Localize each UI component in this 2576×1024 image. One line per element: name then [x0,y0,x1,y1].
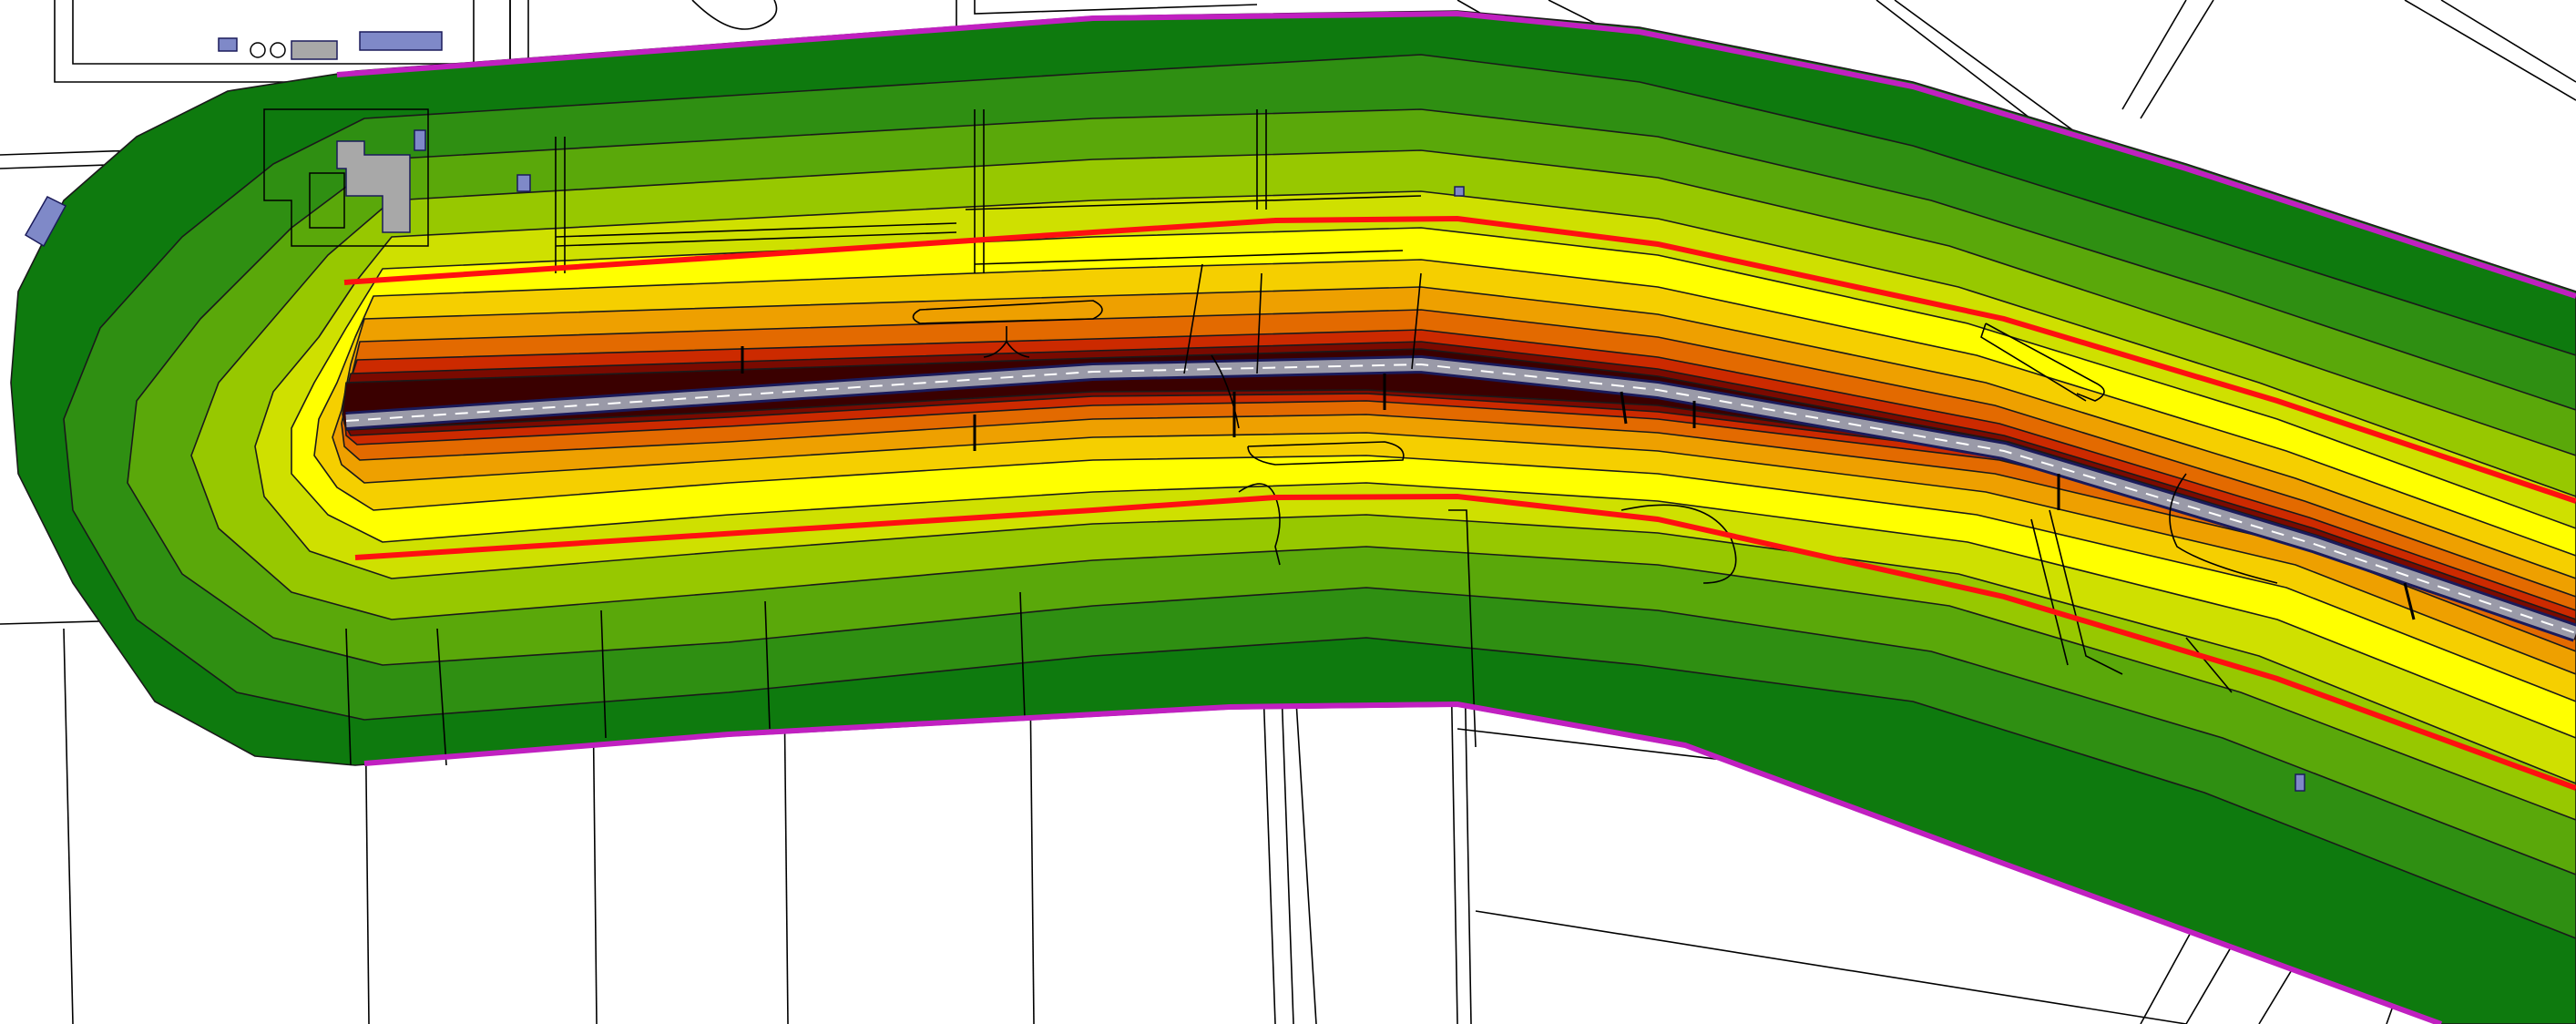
boundary-north [336,10,2576,299]
building-top-1 [218,37,238,52]
boundary-south [363,701,2443,1024]
road-carriageway [345,354,2576,642]
site-outline [263,108,429,247]
building-small-2 [516,174,531,192]
road-center-marking [345,363,2576,634]
study-boundary [336,10,2576,1024]
noise-contour-zones [10,10,2576,1024]
noise-limit-lines [343,215,2576,791]
limit-line-south [354,493,2576,791]
building-small-1 [414,129,426,151]
building-main [336,140,411,233]
building-top-2 [291,40,338,60]
tank-1 [250,42,266,58]
building-dot-1 [1454,186,1465,197]
building-west [24,196,67,248]
tank-2 [270,42,286,58]
limit-line-north [343,215,2576,504]
chainage-markers [741,346,2416,620]
building-top-3 [359,31,443,51]
buildings [24,31,2305,792]
building-dot-2 [2295,773,2305,792]
